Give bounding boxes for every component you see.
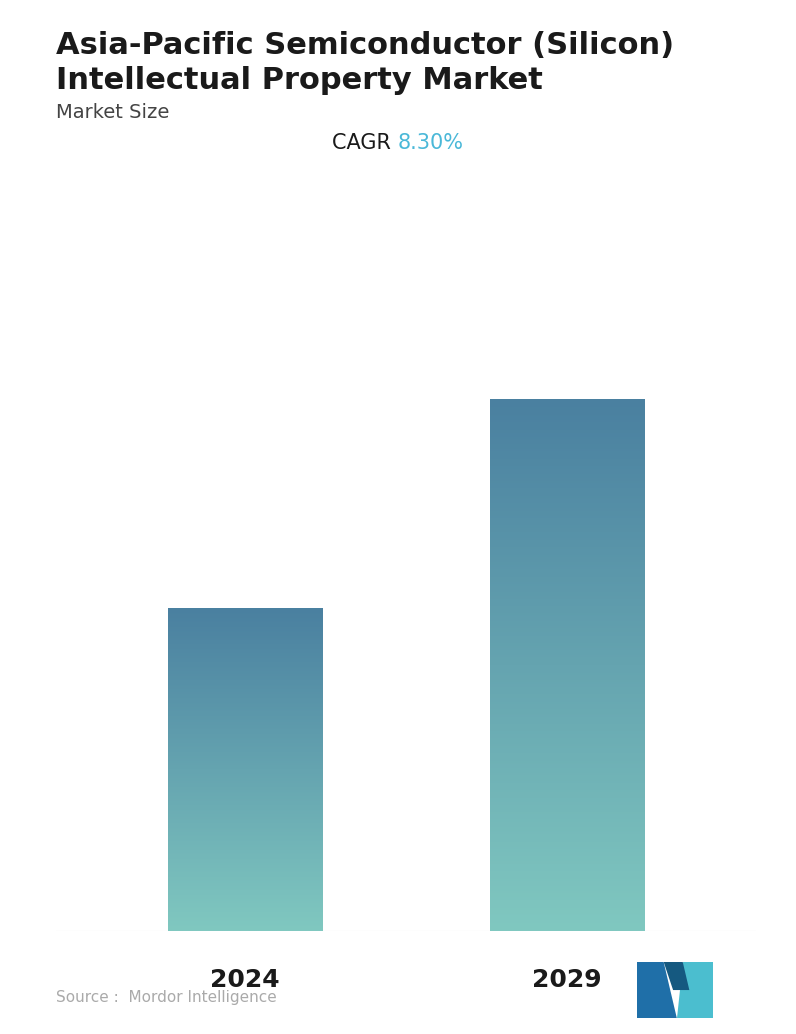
Polygon shape — [637, 962, 677, 1018]
Text: 2024: 2024 — [210, 968, 279, 992]
Text: Asia-Pacific Semiconductor (Silicon): Asia-Pacific Semiconductor (Silicon) — [56, 31, 674, 60]
Polygon shape — [677, 962, 713, 1018]
Text: 8.30%: 8.30% — [398, 132, 464, 153]
Text: 2029: 2029 — [533, 968, 602, 992]
Text: Source :  Mordor Intelligence: Source : Mordor Intelligence — [56, 990, 276, 1005]
Text: Market Size: Market Size — [56, 103, 169, 122]
Text: Intellectual Property Market: Intellectual Property Market — [56, 66, 543, 95]
Polygon shape — [664, 962, 689, 991]
Text: CAGR: CAGR — [333, 132, 398, 153]
